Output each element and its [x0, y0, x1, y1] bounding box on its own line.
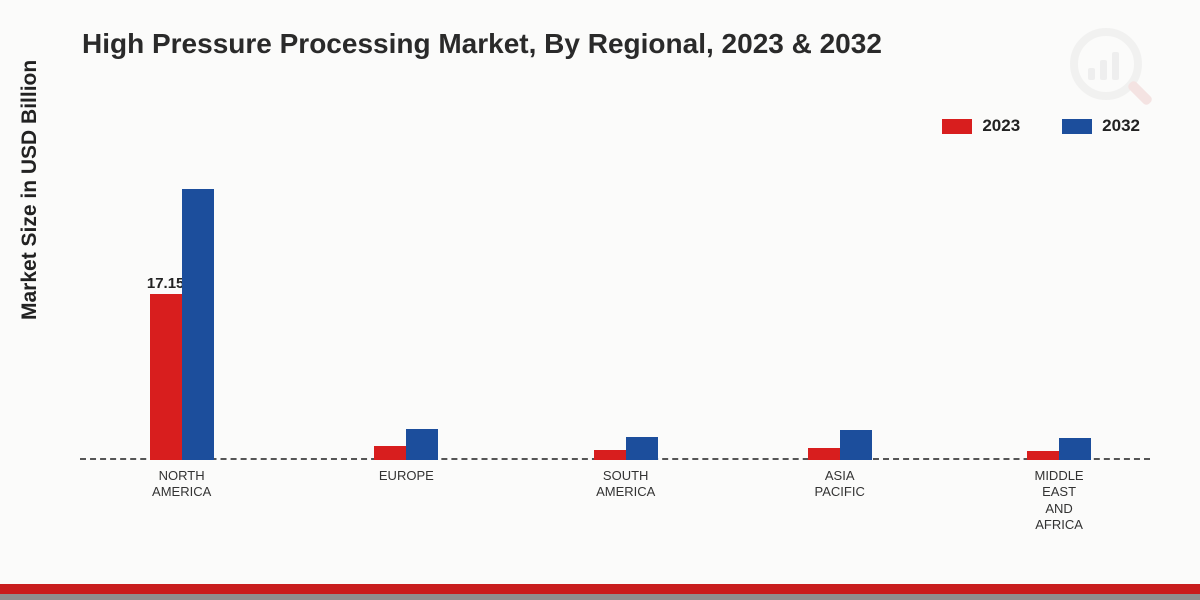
bar-group: [374, 429, 438, 460]
watermark-logo: [1060, 18, 1160, 118]
bar-group: 17.15: [150, 189, 214, 460]
legend-item-2023: 2023: [942, 116, 1020, 136]
category-label: EUROPE: [379, 468, 434, 484]
bar-2032: [182, 189, 214, 460]
y-axis-label: Market Size in USD Billion: [18, 60, 42, 320]
category-label: SOUTH AMERICA: [596, 468, 655, 501]
chart-title: High Pressure Processing Market, By Regi…: [82, 28, 882, 60]
bar-group: [594, 437, 658, 460]
bar-2023: [594, 450, 626, 460]
bar-2032: [1059, 438, 1091, 460]
bar-2032: [840, 430, 872, 460]
bar-2023: [374, 446, 406, 460]
bar-value-label: 17.15: [147, 275, 185, 292]
legend-swatch-2032: [1062, 119, 1092, 134]
bar-2023: 17.15: [150, 294, 182, 460]
bar-2032: [626, 437, 658, 460]
bar-2023: [808, 448, 840, 460]
footer-grey-stripe: [0, 594, 1200, 600]
bar-group: [1027, 438, 1091, 460]
legend-item-2032: 2032: [1062, 116, 1140, 136]
category-label: NORTH AMERICA: [152, 468, 211, 501]
category-label: ASIA PACIFIC: [815, 468, 865, 501]
bar-2032: [406, 429, 438, 460]
bar-2023: [1027, 451, 1059, 460]
footer-red-stripe: [0, 584, 1200, 594]
plot-area: 17.15: [80, 150, 1150, 460]
footer-bar: [0, 584, 1200, 600]
legend-label-2032: 2032: [1102, 116, 1140, 136]
legend: 2023 2032: [942, 116, 1140, 136]
bar-group: [808, 430, 872, 460]
category-label: MIDDLE EAST AND AFRICA: [1034, 468, 1083, 533]
legend-swatch-2023: [942, 119, 972, 134]
legend-label-2023: 2023: [982, 116, 1020, 136]
